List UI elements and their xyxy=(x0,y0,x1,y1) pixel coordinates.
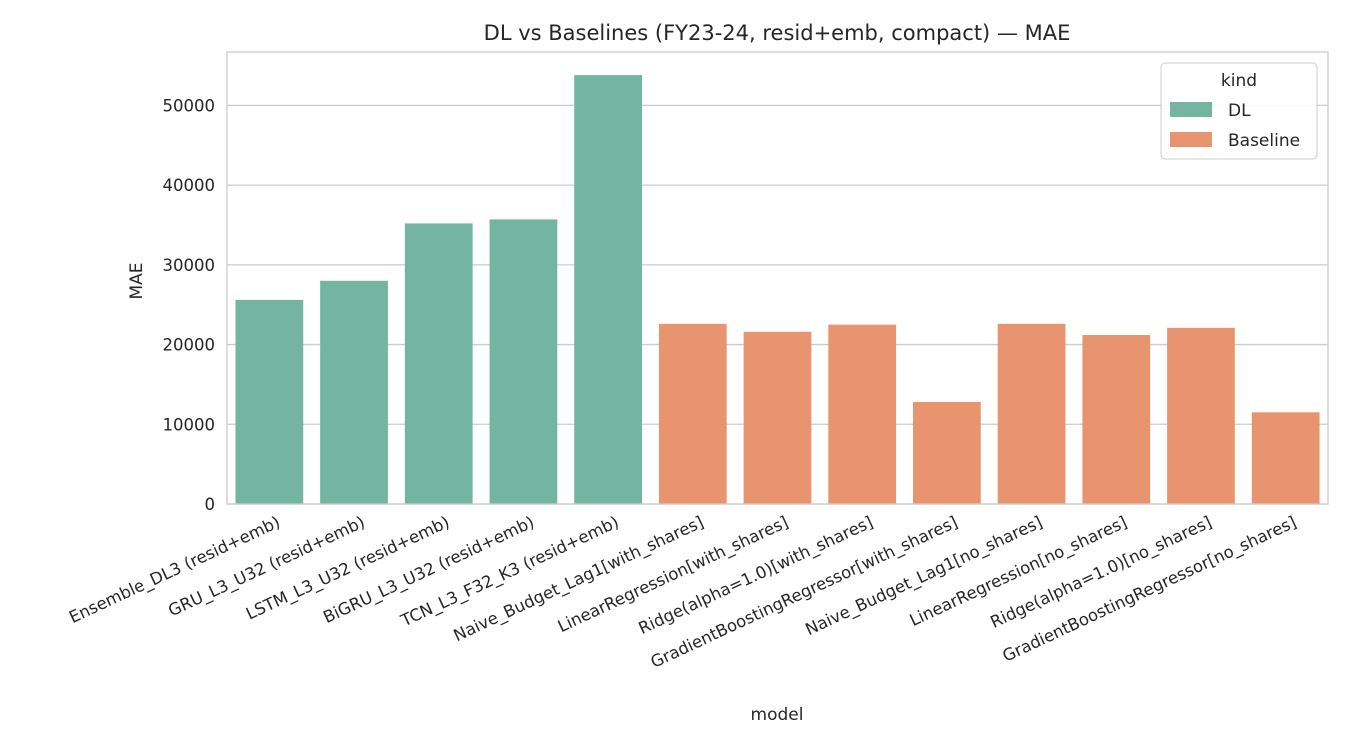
bar xyxy=(489,219,558,504)
bar xyxy=(658,323,727,504)
legend-swatch-dl xyxy=(1170,102,1212,117)
y-axis-label: MAE xyxy=(127,262,147,299)
legend: kind DL Baseline xyxy=(1160,62,1318,160)
legend-swatch-baseline xyxy=(1170,132,1212,147)
legend-title: kind xyxy=(1221,71,1257,91)
bar xyxy=(997,323,1066,504)
y-tick-label: 50000 xyxy=(163,96,216,115)
bar xyxy=(913,401,981,504)
bar xyxy=(1082,334,1151,504)
x-axis-label: model xyxy=(751,705,804,725)
bar xyxy=(235,299,304,504)
legend-label-baseline: Baseline xyxy=(1228,131,1300,151)
legend-label-dl: DL xyxy=(1228,101,1251,121)
bar xyxy=(1167,327,1235,504)
y-ticks: 0 10000 20000 30000 40000 50000 xyxy=(163,96,216,514)
bars xyxy=(235,75,1320,504)
chart-title: DL vs Baselines (FY23-24, resid+emb, com… xyxy=(484,21,1071,45)
bar xyxy=(574,75,642,504)
y-tick-label: 40000 xyxy=(163,176,216,195)
bar xyxy=(404,223,473,504)
bar xyxy=(828,324,897,504)
x-ticks: Ensemble_DL3 (resid+emb)GRU_L3_U32 (resi… xyxy=(66,512,1300,672)
bar xyxy=(1251,412,1320,504)
bar xyxy=(320,280,388,504)
y-tick-label: 30000 xyxy=(163,256,216,275)
y-tick-label: 20000 xyxy=(163,336,216,355)
plot-frame xyxy=(226,51,1329,505)
y-tick-label: 10000 xyxy=(163,415,216,434)
y-tick-label: 0 xyxy=(205,495,216,514)
bar xyxy=(743,331,812,504)
